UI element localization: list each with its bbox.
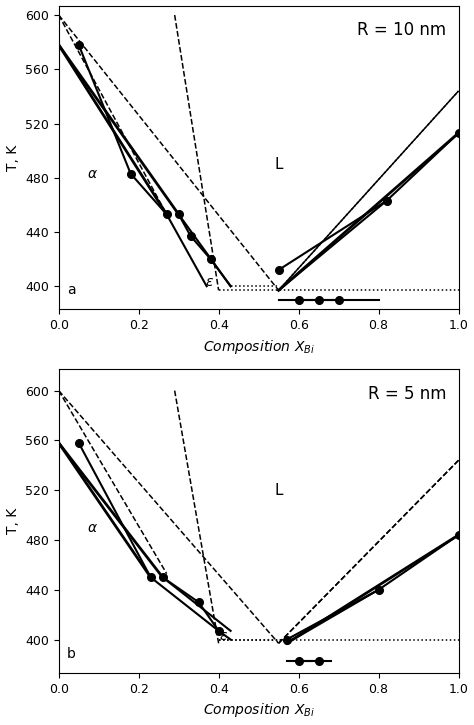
Text: $\varepsilon$: $\varepsilon$ bbox=[205, 276, 214, 289]
Text: $\varepsilon$: $\varepsilon$ bbox=[219, 629, 228, 643]
Y-axis label: T, K: T, K bbox=[6, 508, 19, 534]
Text: L: L bbox=[274, 157, 283, 172]
Text: b: b bbox=[67, 647, 75, 661]
Text: $\alpha$: $\alpha$ bbox=[87, 167, 98, 181]
Y-axis label: T, K: T, K bbox=[6, 144, 19, 170]
X-axis label: Composition $X_{Bi}$: Composition $X_{Bi}$ bbox=[203, 702, 315, 719]
Text: a: a bbox=[67, 283, 75, 297]
Text: R = 5 nm: R = 5 nm bbox=[368, 385, 447, 402]
Text: L: L bbox=[274, 483, 283, 497]
Text: R = 10 nm: R = 10 nm bbox=[357, 21, 447, 38]
X-axis label: Composition $X_{Bi}$: Composition $X_{Bi}$ bbox=[203, 338, 315, 355]
Text: $\alpha$: $\alpha$ bbox=[87, 521, 98, 534]
